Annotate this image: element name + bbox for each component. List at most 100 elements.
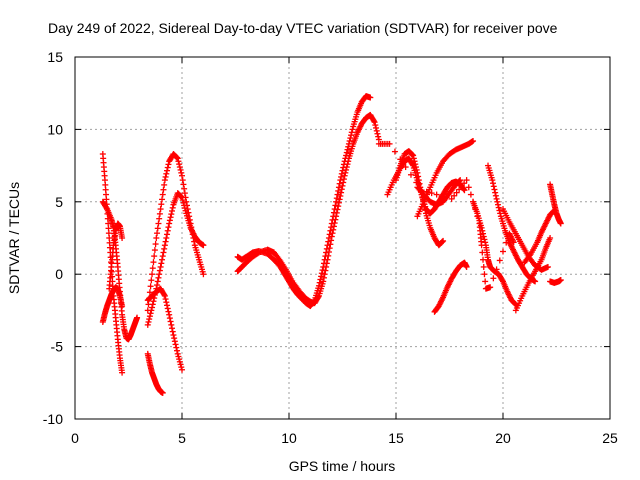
data-point (156, 271, 163, 278)
data-point (154, 230, 161, 237)
data-point (487, 284, 494, 291)
data-point (159, 253, 166, 260)
data-point (155, 220, 162, 227)
data-point (178, 193, 185, 200)
data-point (167, 318, 174, 325)
data-point (183, 198, 190, 205)
data-point (174, 350, 181, 357)
data-point (167, 214, 174, 221)
data-point (343, 164, 350, 171)
data-point (179, 197, 186, 204)
data-point (451, 192, 458, 199)
data-point (154, 225, 161, 232)
data-point (148, 277, 155, 284)
data-point (480, 263, 487, 270)
data-point (171, 335, 178, 342)
data-point (171, 338, 178, 345)
data-point (479, 249, 486, 256)
data-point (151, 247, 158, 254)
data-point (323, 260, 330, 267)
data-point (179, 177, 186, 184)
data-point (162, 173, 169, 180)
data-point (344, 146, 351, 153)
data-point (490, 183, 497, 190)
data-point (164, 302, 171, 309)
data-point (343, 149, 350, 156)
data-point (493, 266, 500, 273)
y-tick-label: -10 (43, 411, 63, 427)
data-point (166, 311, 173, 318)
data-point (495, 204, 502, 211)
data-point (481, 236, 488, 243)
data-point (148, 307, 155, 314)
data-point (458, 183, 465, 190)
data-point (482, 278, 489, 285)
data-point (320, 274, 327, 281)
data-point (166, 217, 173, 224)
data-point (474, 213, 481, 220)
data-point (443, 194, 450, 201)
series-arc15 (431, 259, 470, 315)
data-point (333, 198, 340, 205)
data-point (326, 245, 333, 252)
x-tick-label: 15 (388, 430, 404, 446)
data-point (334, 206, 341, 213)
data-point (161, 242, 168, 249)
data-point (478, 242, 485, 249)
data-point (544, 263, 551, 270)
data-point (330, 223, 337, 230)
data-point (161, 291, 168, 298)
data-point (175, 158, 182, 165)
data-point (494, 198, 501, 205)
data-point (373, 124, 380, 131)
data-point (177, 361, 184, 368)
data-point (168, 211, 175, 218)
data-point (169, 207, 176, 214)
data-point (367, 94, 374, 101)
data-point (344, 161, 351, 168)
data-point (340, 176, 347, 183)
y-tick-label: -5 (51, 339, 64, 355)
series-arc3 (99, 284, 126, 325)
data-point (490, 180, 497, 187)
data-point (333, 213, 340, 220)
data-point (150, 298, 157, 305)
data-point (146, 313, 153, 320)
data-point (495, 201, 502, 208)
y-axis-label: SDTVAR / TECUs (6, 182, 22, 294)
data-point (461, 187, 468, 194)
data-point (176, 356, 183, 363)
data-point (154, 278, 161, 285)
data-point (372, 122, 379, 129)
series-arc5 (144, 151, 207, 314)
y-tick-label: 10 (47, 121, 63, 137)
data-point (174, 347, 181, 354)
data-point (423, 188, 430, 195)
data-point (156, 267, 163, 274)
data-point (490, 275, 497, 282)
data-point (402, 164, 409, 171)
data-point (159, 256, 166, 263)
data-point (181, 185, 188, 192)
y-tick-label: 5 (55, 194, 63, 210)
series-arc19 (512, 235, 554, 314)
data-point (413, 166, 420, 173)
series-arc10 (234, 111, 382, 307)
data-point (165, 161, 172, 168)
data-point (416, 180, 423, 187)
data-point (158, 201, 165, 208)
data-point (335, 203, 342, 210)
data-point (165, 224, 172, 231)
chart-title: Day 249 of 2022, Sidereal Day-to-day VTE… (48, 20, 558, 36)
data-point (324, 256, 331, 263)
data-point (161, 177, 168, 184)
data-point (320, 278, 327, 285)
y-tick-label: 0 (55, 266, 63, 282)
data-point (328, 237, 335, 244)
data-point (456, 186, 463, 193)
data-point (134, 314, 141, 321)
data-point (482, 239, 489, 246)
data-point (510, 239, 517, 246)
data-point (338, 189, 345, 196)
